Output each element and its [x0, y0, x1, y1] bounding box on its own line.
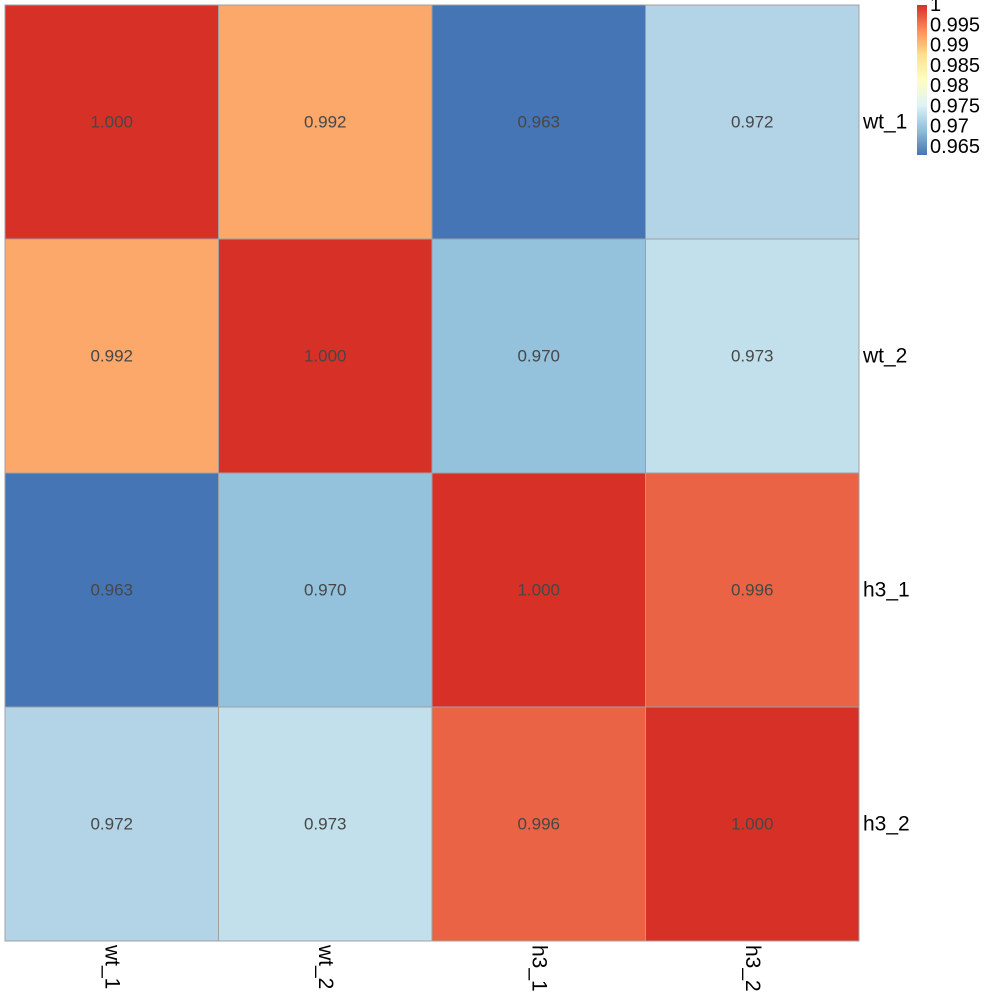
cell-value-label: 0.970 — [517, 347, 560, 366]
cell-value-label: 0.996 — [731, 581, 774, 600]
cell-value-label: 0.972 — [731, 113, 774, 132]
legend-tick-label: 0.975 — [930, 95, 980, 117]
column-label-h3-2: h3_2 — [741, 945, 764, 992]
row-label-h3-2: h3_2 — [863, 813, 910, 836]
row-label-wt-1: wt_1 — [862, 111, 907, 134]
cell-value-label: 1.000 — [517, 581, 560, 600]
heatmap-cell — [431, 238, 646, 474]
legend-tick-label: 0.99 — [930, 35, 969, 57]
cell-value-label: 0.970 — [304, 581, 347, 600]
cell-value-label: 0.963 — [90, 581, 133, 600]
heatmap-cell — [218, 4, 433, 240]
cell-value-label: 1.000 — [90, 113, 133, 132]
legend-tick-label: 0.985 — [930, 55, 980, 77]
cell-value-label: 0.992 — [304, 113, 347, 132]
heatmap-cell — [431, 706, 646, 942]
legend-tick-label: 0.965 — [930, 136, 980, 158]
heatmap-cells: 1.000 0.992 0.963 0.972 0.992 1.000 0.970 0.973… — [4, 4, 860, 942]
cell-value-label: 0.972 — [90, 815, 133, 834]
heatmap-cell — [4, 4, 219, 240]
column-label-wt-2: wt_2 — [314, 944, 337, 989]
row-label-wt-2: wt_2 — [862, 345, 907, 368]
legend-tick-label: 0.97 — [930, 116, 969, 138]
cell-value-label: 0.963 — [517, 113, 560, 132]
cell-value-label: 0.992 — [90, 347, 133, 366]
column-label-h3-1: h3_1 — [527, 945, 550, 992]
heatmap-cell — [218, 472, 433, 708]
legend-color-bar — [917, 5, 927, 155]
heatmap-cell — [645, 4, 860, 240]
heatmap-cell — [431, 4, 646, 240]
row-labels: wt_1 wt_2 h3_1 h3_2 — [862, 111, 910, 836]
heatmap-cell — [218, 238, 433, 474]
cell-value-label: 1.000 — [731, 815, 774, 834]
cell-value-label: 0.996 — [517, 815, 560, 834]
legend-tick-label: 1 — [930, 0, 941, 16]
heatmap-cell — [645, 706, 860, 942]
cell-value-label: 1.000 — [304, 347, 347, 366]
legend-tick-label: 0.98 — [930, 75, 969, 97]
cell-value-label: 0.973 — [304, 815, 347, 834]
column-labels: wt_1 wt_2 h3_1 h3_2 — [100, 944, 764, 992]
row-label-h3-1: h3_1 — [863, 579, 910, 602]
heatmap-cell — [4, 706, 219, 942]
heatmap-cell — [645, 238, 860, 474]
heatmap-cell — [218, 706, 433, 942]
heatmap-cell — [645, 472, 860, 708]
cell-value-label: 0.973 — [731, 347, 774, 366]
heatmap-cell — [4, 238, 219, 474]
legend-tick-label: 0.995 — [930, 14, 980, 36]
column-label-wt-1: wt_1 — [100, 944, 123, 989]
